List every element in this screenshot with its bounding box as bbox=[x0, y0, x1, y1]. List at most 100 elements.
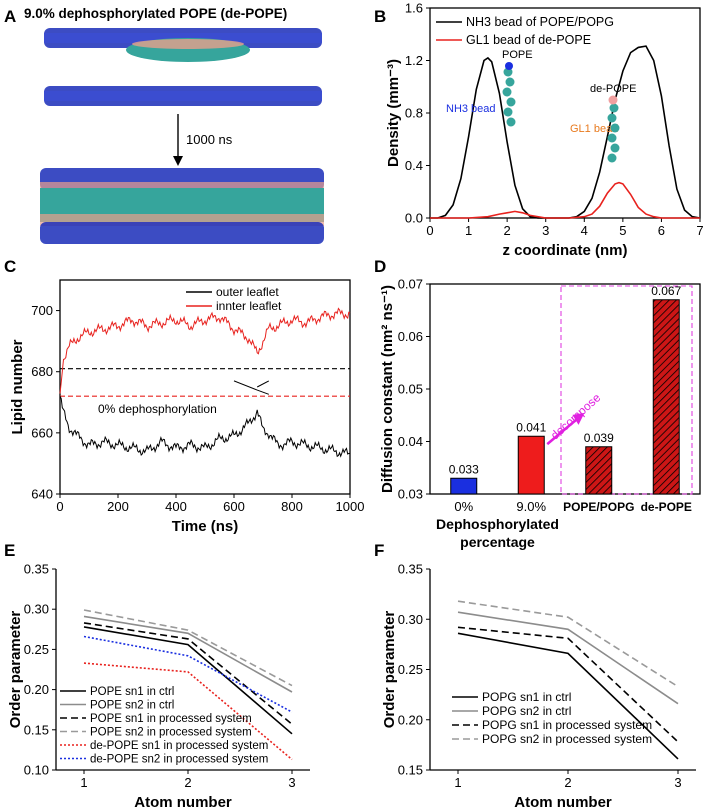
chart-b-y-axis-label: Density (mm⁻³) bbox=[385, 59, 402, 167]
chart-c-plot-frame bbox=[59, 279, 351, 495]
chart-b-x-tick-label-1: 1 bbox=[465, 223, 472, 238]
chart-f-legend-label-3: POPG sn2 in processed system bbox=[482, 732, 652, 746]
chart-b-x-tick-label-0: 0 bbox=[426, 223, 433, 238]
chart-c-x-axis-label: Time (ns) bbox=[172, 518, 238, 535]
time-label: 1000 ns bbox=[186, 132, 233, 147]
chart-c-y-tick-label-1: 660 bbox=[31, 425, 53, 440]
chart-c-annotation-pointer-lower bbox=[233, 380, 269, 395]
chart-e-series-line-3 bbox=[83, 609, 293, 687]
chart-b-depope-molecule-bead-3 bbox=[607, 133, 617, 143]
chart-b-pope-molecule-bead-3 bbox=[506, 97, 516, 107]
chart-e-y-tick-label-4: 0.30 bbox=[24, 602, 49, 617]
chart-c-x-tick-label-3: 600 bbox=[223, 499, 245, 514]
chart-f-legend-label-1: POPG sn2 in ctrl bbox=[482, 704, 571, 718]
chart-f-series-line-1 bbox=[457, 611, 679, 705]
chart-e-series-line-0 bbox=[83, 626, 293, 735]
chart-d-category-label-0: 0% bbox=[454, 499, 473, 514]
chart-d-bar-2 bbox=[585, 446, 613, 495]
chart-e-y-axis-label: Order parameter bbox=[7, 611, 24, 729]
chart-f-y-tick-label-0: 0.15 bbox=[398, 763, 423, 778]
chart-b-annotation-pope: POPE bbox=[502, 49, 533, 61]
chart-e-series-line-2 bbox=[83, 622, 293, 725]
snapshot-initial bbox=[44, 28, 322, 106]
chart-b-x-tick-label-4: 4 bbox=[581, 223, 588, 238]
chart-f-x-tick-label-1: 2 bbox=[564, 775, 571, 790]
panel-a-title: 9.0% dephosphorylated POPE (de-POPE) bbox=[24, 6, 287, 21]
chart-b-pope-molecule-bead-1 bbox=[505, 77, 515, 87]
chart-c-y-tick-label-3: 700 bbox=[31, 303, 53, 318]
chart-c-x-tick-label-4: 800 bbox=[281, 499, 303, 514]
chart-d-bar-0 bbox=[450, 477, 478, 495]
chart-b-y-tick-label-1: 0.4 bbox=[405, 158, 423, 173]
chart-b-pope-molecule-bead-4 bbox=[503, 107, 513, 117]
chart-d-decompose-arrow-head bbox=[572, 412, 585, 425]
chart-c-x-tick-label-0: 0 bbox=[56, 499, 63, 514]
chart-d-highlight-box bbox=[560, 285, 693, 495]
chart-c-legend-label-1: innter leaflet bbox=[216, 299, 282, 313]
chart-e-y-tick-label-1: 0.15 bbox=[24, 722, 49, 737]
chart-f-y-tick-label-3: 0.30 bbox=[398, 612, 423, 627]
chart-d-y-tick-label-2: 0.05 bbox=[398, 382, 423, 397]
chart-d-value-label-2: 0.039 bbox=[584, 431, 614, 445]
chart-e-legend-label-2: POPE sn1 in processed system bbox=[90, 713, 252, 725]
chart-f-x-axis-label: Atom number bbox=[514, 794, 612, 809]
chart-f-y-axis-label: Order parameter bbox=[381, 611, 398, 729]
chart-c-x-tick-label-2: 400 bbox=[165, 499, 187, 514]
chart-b-x-axis-label: z coordinate (nm) bbox=[502, 242, 627, 259]
chart-b-depope-molecule-bead-5 bbox=[607, 153, 617, 163]
chart-f-order-popg: 0.15 0.20 0.25 0.30 0.35 Atom number Order par… bbox=[381, 562, 696, 809]
chart-e-x-tick-label-0: 1 bbox=[80, 775, 87, 790]
chart-d-y-axis-label: Diffusion constant (nm² ns⁻¹) bbox=[379, 285, 396, 493]
chart-e-legend-label-4: de-POPE sn1 in processed system bbox=[90, 740, 268, 752]
chart-f-x-tick-label-2: 3 bbox=[674, 775, 681, 790]
chart-c-x-tick-label-1: 200 bbox=[107, 499, 129, 514]
chart-d-y-tick-label-4: 0.07 bbox=[398, 277, 423, 292]
chart-c-y-tick-label-2: 680 bbox=[31, 364, 53, 379]
chart-f-y-tick-label-2: 0.25 bbox=[398, 662, 423, 677]
panel-label-b: B bbox=[374, 7, 386, 26]
chart-f-x-tick-label-0: 1 bbox=[454, 775, 461, 790]
chart-c-annotation: 0% dephosphorylation bbox=[98, 402, 217, 416]
chart-b-pope-molecule-bead-5 bbox=[506, 117, 516, 127]
panel-label-a: A bbox=[4, 7, 16, 26]
chart-d-category-label-3: de-POPE bbox=[641, 500, 692, 514]
chart-d-decompose-arrow bbox=[546, 416, 580, 446]
chart-d-value-label-3: 0.067 bbox=[651, 284, 681, 298]
chart-c-y-tick-label-0: 640 bbox=[31, 487, 53, 502]
chart-d-value-label-1: 0.041 bbox=[516, 420, 546, 434]
chart-e-series-line-4 bbox=[83, 662, 293, 761]
chart-b-depope-molecule-bead-1 bbox=[607, 113, 617, 123]
chart-f-series-line-2 bbox=[457, 626, 679, 743]
panel-a-snapshots: 9.0% dephosphorylated POPE (de-POPE) 100… bbox=[24, 6, 324, 244]
chart-b-pope-nh3-bead bbox=[505, 62, 513, 70]
chart-c-series-line-0 bbox=[59, 395, 351, 458]
chart-c-x-tick-label-5: 1000 bbox=[336, 499, 365, 514]
chart-b-legend-label-1: GL1 bead of de-POPE bbox=[466, 33, 591, 47]
chart-b-depope-molecule-bead-4 bbox=[610, 143, 620, 153]
chart-e-y-tick-label-0: 0.10 bbox=[24, 763, 49, 778]
chart-b-x-tick-label-5: 5 bbox=[619, 223, 626, 238]
panel-label-d: D bbox=[374, 257, 386, 276]
chart-d-x-axis-label-line1: Dephosphorylated bbox=[436, 516, 559, 532]
chart-e-y-tick-label-3: 0.25 bbox=[24, 642, 49, 657]
snapshot-final bbox=[40, 168, 324, 244]
chart-c-series-line-1 bbox=[59, 307, 351, 394]
chart-b-y-tick-label-2: 0.8 bbox=[405, 106, 423, 121]
chart-f-y-tick-label-1: 0.20 bbox=[398, 712, 423, 727]
chart-e-x-tick-label-1: 2 bbox=[184, 775, 191, 790]
chart-e-series-line-5 bbox=[83, 635, 293, 713]
chart-b-annotation-nh3-bead: NH3 bead bbox=[446, 103, 496, 115]
chart-d-bar-3 bbox=[652, 299, 680, 495]
chart-e-y-tick-label-2: 0.20 bbox=[24, 682, 49, 697]
chart-f-legend-label-2: POPG sn1 in processed system bbox=[482, 718, 652, 732]
chart-b-pope-molecule-bead-2 bbox=[502, 87, 512, 97]
time-arrow-head bbox=[173, 156, 183, 166]
chart-d-value-label-0: 0.033 bbox=[449, 462, 479, 476]
chart-b-annotation-gl1-bead: GL1 bead bbox=[570, 123, 618, 135]
chart-e-legend-label-1: POPE sn2 in ctrl bbox=[90, 700, 174, 712]
chart-d-category-label-1: 9.0% bbox=[516, 499, 546, 514]
chart-e-series-line-1 bbox=[83, 615, 293, 693]
chart-e-order-pope: 0.10 0.15 0.20 0.25 0.30 0.35 Atom number Order… bbox=[7, 562, 310, 809]
